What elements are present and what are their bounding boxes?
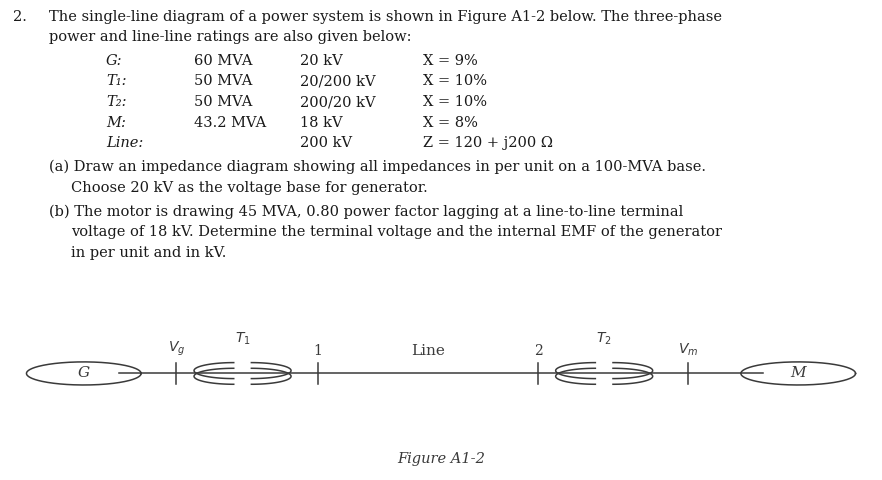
Text: M:: M: xyxy=(106,116,126,130)
Text: T₁:: T₁: xyxy=(106,74,126,88)
Text: $V_g$: $V_g$ xyxy=(168,340,185,359)
Text: power and line-line ratings are also given below:: power and line-line ratings are also giv… xyxy=(49,30,411,44)
Text: Choose 20 kV as the voltage base for generator.: Choose 20 kV as the voltage base for gen… xyxy=(71,180,427,194)
Text: G: G xyxy=(78,366,90,381)
Text: (a) Draw an impedance diagram showing all impedances in per unit on a 100-MVA ba: (a) Draw an impedance diagram showing al… xyxy=(49,160,706,174)
Text: Figure A1-2: Figure A1-2 xyxy=(397,452,485,466)
Text: The single-line diagram of a power system is shown in Figure A1-2 below. The thr: The single-line diagram of a power syste… xyxy=(49,10,721,24)
Text: X = 8%: X = 8% xyxy=(423,116,478,130)
Text: 200 kV: 200 kV xyxy=(300,136,352,150)
Text: 43.2 MVA: 43.2 MVA xyxy=(194,116,266,130)
Text: 1: 1 xyxy=(313,344,322,359)
Text: Line: Line xyxy=(411,344,445,359)
Text: $T_1$: $T_1$ xyxy=(235,330,250,347)
Text: $V_m$: $V_m$ xyxy=(677,342,699,359)
Text: 60 MVA: 60 MVA xyxy=(194,54,252,68)
Text: X = 10%: X = 10% xyxy=(423,74,488,88)
Text: G:: G: xyxy=(106,54,123,68)
Text: 20/200 kV: 20/200 kV xyxy=(300,74,376,88)
Text: 20 kV: 20 kV xyxy=(300,54,342,68)
Text: 2.: 2. xyxy=(13,10,27,24)
Text: 18 kV: 18 kV xyxy=(300,116,342,130)
Text: Line:: Line: xyxy=(106,136,143,150)
Text: 200/20 kV: 200/20 kV xyxy=(300,95,376,109)
Text: in per unit and in kV.: in per unit and in kV. xyxy=(71,245,226,260)
Text: $T_2$: $T_2$ xyxy=(596,330,612,347)
Text: (b) The motor is drawing 45 MVA, 0.80 power factor lagging at a line-to-line ter: (b) The motor is drawing 45 MVA, 0.80 po… xyxy=(49,204,683,219)
Text: X = 10%: X = 10% xyxy=(423,95,488,109)
Text: Z = 120 + j200 Ω: Z = 120 + j200 Ω xyxy=(423,136,553,150)
Text: M: M xyxy=(790,366,806,381)
Text: 2: 2 xyxy=(534,344,542,359)
Text: T₂:: T₂: xyxy=(106,95,126,109)
Text: 50 MVA: 50 MVA xyxy=(194,74,252,88)
Text: voltage of 18 kV. Determine the terminal voltage and the internal EMF of the gen: voltage of 18 kV. Determine the terminal… xyxy=(71,225,721,239)
Text: X = 9%: X = 9% xyxy=(423,54,478,68)
Text: 50 MVA: 50 MVA xyxy=(194,95,252,109)
